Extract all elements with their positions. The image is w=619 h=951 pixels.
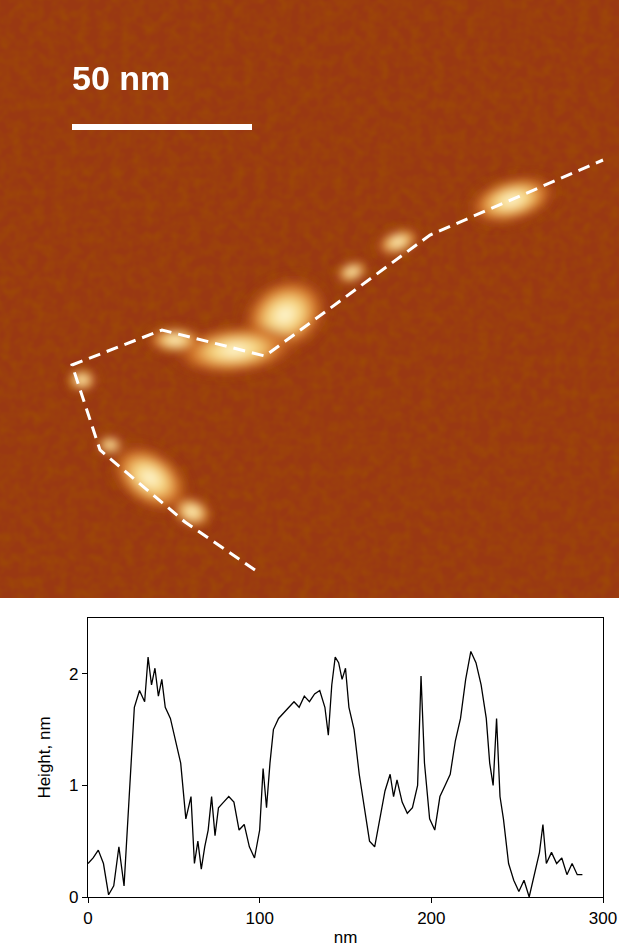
svg-text:nm: nm bbox=[334, 928, 358, 947]
svg-text:100: 100 bbox=[245, 909, 273, 928]
svg-text:2: 2 bbox=[69, 665, 78, 684]
svg-text:0: 0 bbox=[83, 909, 92, 928]
svg-text:200: 200 bbox=[417, 909, 445, 928]
svg-text:50 nm: 50 nm bbox=[72, 59, 170, 97]
svg-text:Height, nm: Height, nm bbox=[35, 716, 54, 798]
svg-text:300: 300 bbox=[589, 909, 617, 928]
svg-text:0: 0 bbox=[69, 888, 78, 907]
svg-text:1: 1 bbox=[69, 776, 78, 795]
